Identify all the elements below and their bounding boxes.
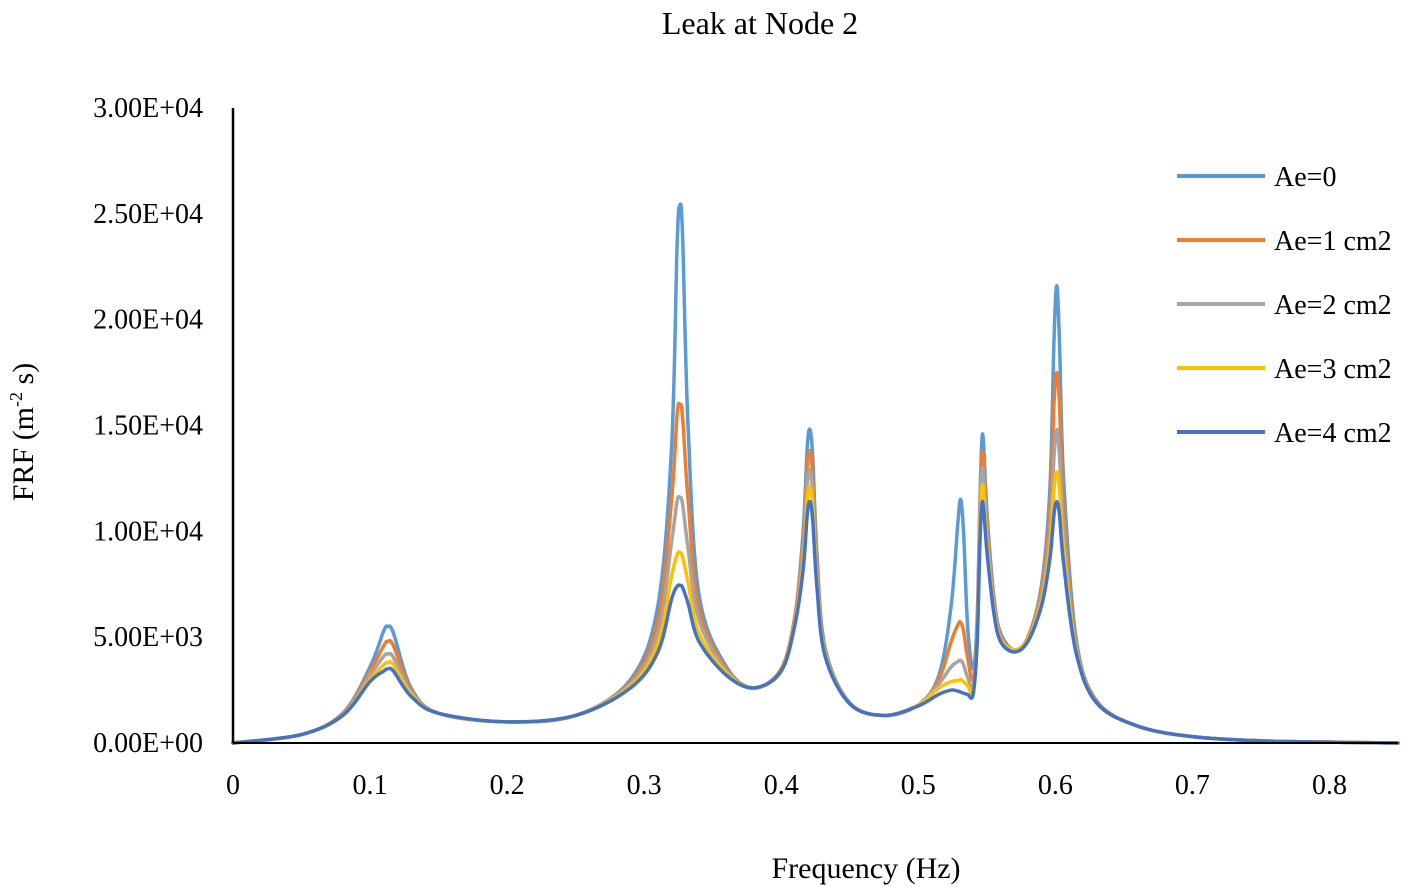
y-axis-label-superscript: -2: [6, 392, 26, 407]
legend-label: Ae=1 cm2: [1274, 226, 1392, 257]
series-line-5: [231, 499, 1400, 745]
legend-label: Ae=2 cm2: [1274, 290, 1392, 321]
y-tick-label: 5.00E+03: [93, 622, 203, 653]
x-tick-label: 0: [226, 770, 240, 801]
x-axis-label: Frequency (Hz): [771, 852, 960, 885]
y-tick-label: 3.00E+04: [93, 93, 203, 124]
legend-label: Ae=4 cm2: [1274, 418, 1392, 449]
y-axis-ticks: 0.00E+00 5.00E+03 1.00E+04 1.50E+04 2.00E+04…: [93, 93, 203, 759]
x-tick-label: 0.8: [1312, 770, 1347, 801]
x-tick-label: 0.1: [353, 770, 388, 801]
legend: Ae=0 Ae=1 cm2 Ae=2 cm2 Ae=3 cm2 Ae=4 cm2: [1177, 162, 1392, 449]
legend-label: Ae=0: [1274, 162, 1336, 193]
x-tick-label: 0.2: [490, 770, 525, 801]
x-tick-label: 0.6: [1038, 770, 1073, 801]
y-axis-label: FRF (m-2 s): [6, 363, 40, 501]
y-axis-label-tail: s): [7, 363, 40, 392]
y-tick-label: 2.00E+04: [93, 305, 203, 336]
x-tick-label: 0.5: [901, 770, 936, 801]
plot-series: [231, 202, 1400, 745]
y-tick-label: 0.00E+00: [93, 728, 203, 759]
x-tick-label: 0.7: [1175, 770, 1210, 801]
chart-title: Leak at Node 2: [662, 5, 858, 41]
legend-label: Ae=3 cm2: [1274, 354, 1392, 385]
x-tick-label: 0.3: [627, 770, 662, 801]
x-tick-label: 0.4: [764, 770, 799, 801]
x-axis-ticks: 0 0.1 0.2 0.3 0.4 0.5 0.6 0.7 0.8: [226, 770, 1347, 801]
y-axis-label-main: FRF (m: [7, 407, 40, 501]
y-tick-label: 1.00E+04: [93, 516, 203, 547]
y-tick-label: 2.50E+04: [93, 199, 203, 230]
y-tick-label: 1.50E+04: [93, 411, 203, 442]
